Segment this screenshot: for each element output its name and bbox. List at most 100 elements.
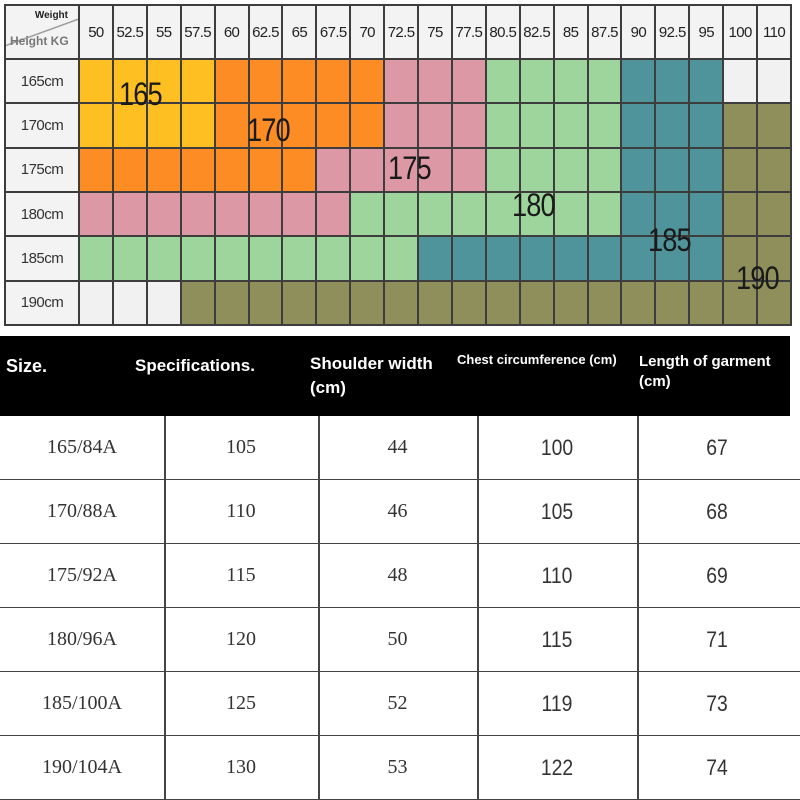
size-cell-185 [656,237,689,280]
size-cell-190 [656,281,689,324]
cell-chest: 105 [540,498,574,524]
size-cell-190 [758,104,790,147]
size-cell-170 [283,148,316,191]
size-cell-185 [622,148,655,191]
size-cell-180 [554,60,587,103]
header-chest-circumference: Chest circumference (cm) [457,352,617,367]
size-cell-185 [690,148,723,191]
table-row: 190/104A 130 53 122 74 [0,736,800,800]
size-cell-170 [113,148,146,191]
size-cell-none [724,60,757,103]
size-cell-190 [724,192,757,236]
size-cell-180 [249,237,282,280]
size-cell-165 [80,60,112,103]
column-divider [164,416,166,800]
cell-size: 190/104A [42,756,122,778]
size-cell-175 [317,192,350,236]
weight-header: 55 [147,6,180,58]
size-cell-180 [486,192,519,236]
size-cell-190 [758,281,790,324]
size-cell-190 [588,281,621,324]
size-cell-180 [317,237,350,280]
size-cell-185 [690,60,723,103]
size-cell-180 [452,192,485,236]
size-cell-190 [249,281,282,324]
cell-spec: 130 [226,756,256,778]
size-cell-185 [690,237,723,280]
height-label: 190cm [6,281,78,324]
cell-size: 165/84A [47,436,117,458]
table-row: 175/92A 115 48 110 69 [0,544,800,608]
size-cell-180 [520,104,553,147]
weight-header: 92.5 [656,6,689,58]
zone-label-175: 175 [388,150,432,186]
size-cell-180 [520,192,553,236]
size-cell-180 [554,192,587,236]
size-cell-185 [622,192,655,236]
zone-label-165: 165 [119,76,163,112]
weight-header: 72.5 [385,6,418,58]
cell-spec: 110 [226,500,256,522]
height-label: 165cm [6,60,78,103]
cell-chest: 100 [540,434,574,460]
cell-spec: 125 [226,692,256,714]
size-cell-175 [147,192,180,236]
table-row: 165/84A 105 44 100 67 [0,416,800,480]
size-cell-185 [656,104,689,147]
cell-length: 73 [706,690,728,716]
size-cell-190 [317,281,350,324]
cell-chest: 119 [541,690,573,716]
size-cell-165 [80,104,112,147]
size-cell-180 [80,237,112,280]
size-cell-190 [452,281,485,324]
size-cell-180 [486,60,519,103]
size-cell-190 [181,281,214,324]
weight-header: 50 [80,6,112,58]
size-cell-190 [724,104,757,147]
cell-size: 180/96A [47,628,117,650]
size-cell-185 [452,237,485,280]
corner-weight-label: Weight [34,10,68,21]
cell-length: 74 [706,754,728,780]
header-size: Size. [6,356,48,376]
size-cell-175 [419,104,451,147]
size-cell-175 [385,148,418,191]
size-cell-none [113,281,146,324]
size-cell-185 [419,237,451,280]
size-cell-170 [249,104,282,147]
size-cell-180 [520,148,553,191]
zone-label-170: 170 [247,112,291,148]
weight-header: 77.5 [452,6,485,58]
size-cell-165 [147,60,180,103]
size-cell-175 [80,192,112,236]
cell-length: 69 [706,562,728,588]
weight-header: 52.5 [113,6,146,58]
grid-cells: Weight Height KG 50 52.5 55 57.5 60 62.5 65 67.5 7… [6,6,790,324]
size-cell-none [147,281,180,324]
weight-header: 67.5 [317,6,350,58]
size-cell-190 [724,281,757,324]
cell-length: 68 [706,498,728,524]
size-cell-180 [588,192,621,236]
size-cell-180 [215,237,248,280]
size-cell-180 [486,104,519,147]
size-cell-none [80,281,112,324]
size-cell-175 [249,192,282,236]
size-cell-170 [317,104,350,147]
size-cell-175 [419,60,451,103]
size-cell-175 [385,60,418,103]
size-cell-175 [385,104,418,147]
size-cell-165 [181,104,214,147]
size-cell-185 [656,148,689,191]
size-cell-175 [452,60,485,103]
weight-header: 110 [758,6,790,58]
cell-shoulder: 52 [387,692,408,714]
cell-shoulder: 46 [387,500,408,522]
weight-header: 70 [351,6,384,58]
height-label: 175cm [6,148,78,191]
size-cell-185 [690,104,723,147]
size-cell-170 [215,148,248,191]
cell-length: 67 [706,434,728,460]
size-cell-170 [215,104,248,147]
cell-spec: 120 [226,628,256,650]
